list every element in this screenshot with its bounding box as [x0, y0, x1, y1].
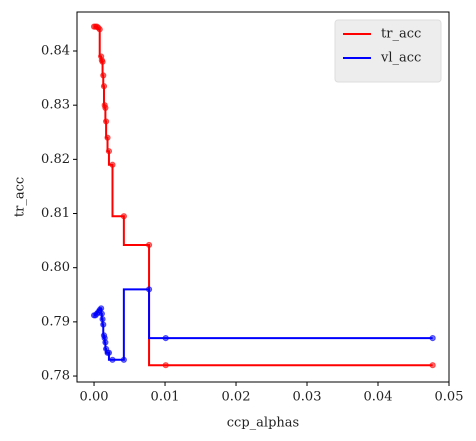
point — [99, 58, 106, 65]
y-tick-label: 0.78 — [41, 369, 70, 384]
legend-label: tr_acc — [381, 27, 421, 42]
x-tick-label: 0.04 — [364, 390, 393, 405]
y-axis-label: tr_acc — [13, 177, 28, 217]
point — [162, 362, 169, 369]
x-tick-label: 0.00 — [80, 390, 109, 405]
y-tick-label: 0.81 — [41, 206, 70, 221]
plot-frame — [76, 11, 450, 383]
y-tick-label: 0.82 — [41, 152, 70, 167]
x-tick-label: 0.02 — [222, 390, 251, 405]
legend-box — [334, 19, 442, 83]
point — [98, 310, 105, 317]
point — [145, 286, 153, 293]
point — [100, 321, 107, 328]
legend-label: vl_acc — [380, 51, 421, 66]
y-tick-label: 0.79 — [41, 314, 70, 329]
y-tick-label: 0.80 — [41, 260, 70, 275]
point — [105, 349, 113, 356]
point — [429, 362, 436, 369]
x-tick-label: 0.03 — [293, 390, 322, 405]
point — [100, 83, 108, 90]
point — [109, 356, 116, 363]
point — [162, 335, 169, 342]
point — [104, 134, 111, 141]
series-line — [94, 288, 433, 361]
x-axis-label: ccp_alphas — [227, 416, 299, 431]
point — [103, 118, 110, 125]
point — [102, 339, 109, 346]
point — [105, 148, 113, 155]
point — [100, 72, 107, 79]
x-tick-label: 0.05 — [435, 390, 464, 405]
point — [109, 161, 116, 168]
point — [96, 26, 103, 33]
y-tick-label: 0.84 — [41, 44, 70, 59]
y-tick-label: 0.83 — [41, 98, 70, 113]
point — [145, 241, 153, 249]
point — [120, 213, 127, 220]
point — [102, 104, 109, 111]
point — [98, 305, 105, 312]
point — [429, 335, 436, 342]
point — [120, 356, 127, 363]
point — [99, 316, 106, 323]
x-tick-label: 0.01 — [151, 390, 180, 405]
